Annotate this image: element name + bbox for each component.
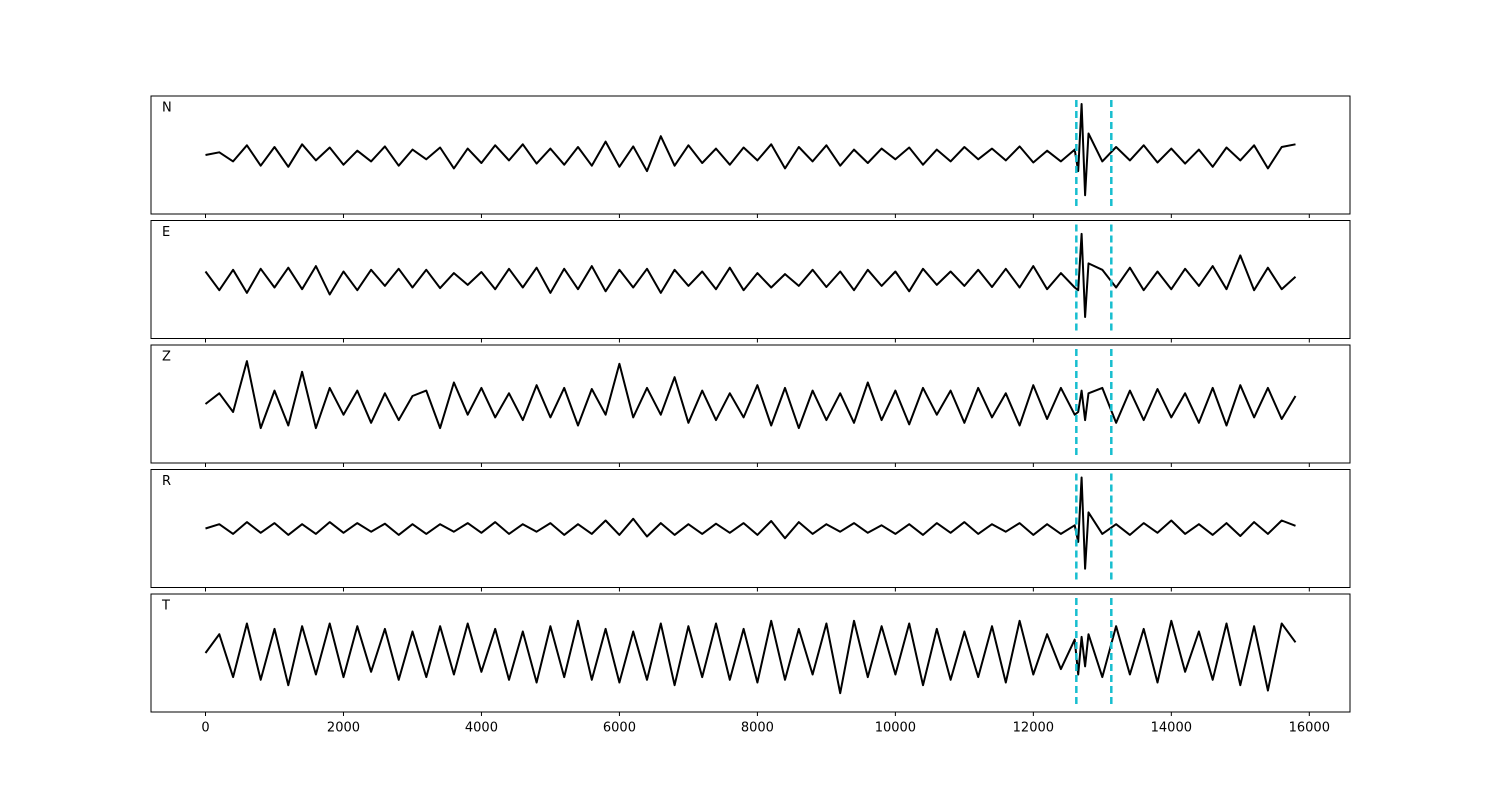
channel-label: E <box>162 225 170 240</box>
x-tick-label: 0 <box>201 721 209 736</box>
channel-label: N <box>162 101 172 116</box>
channel-label: R <box>162 474 171 489</box>
x-tick-label: 6000 <box>603 721 636 736</box>
x-tick-label: 8000 <box>741 721 774 736</box>
x-tick-label: 10000 <box>875 721 916 736</box>
trace <box>204 360 1297 430</box>
trace <box>204 619 1297 695</box>
panel-frame <box>150 220 1351 339</box>
trace <box>205 103 1296 197</box>
trace <box>204 232 1297 318</box>
x-tick-label: 12000 <box>1013 721 1054 736</box>
channel-label: T <box>161 599 170 614</box>
x-tick-label: 2000 <box>327 721 360 736</box>
trace <box>205 476 1296 570</box>
channel-label: Z <box>162 350 171 365</box>
panel-frame <box>150 344 1351 464</box>
panel-frame <box>150 593 1351 713</box>
x-tick-label: 14000 <box>1151 721 1192 736</box>
x-tick-label: 16000 <box>1289 721 1330 736</box>
panel-frame <box>150 469 1351 588</box>
panel-frame <box>150 95 1351 215</box>
x-tick-label: 4000 <box>465 721 498 736</box>
